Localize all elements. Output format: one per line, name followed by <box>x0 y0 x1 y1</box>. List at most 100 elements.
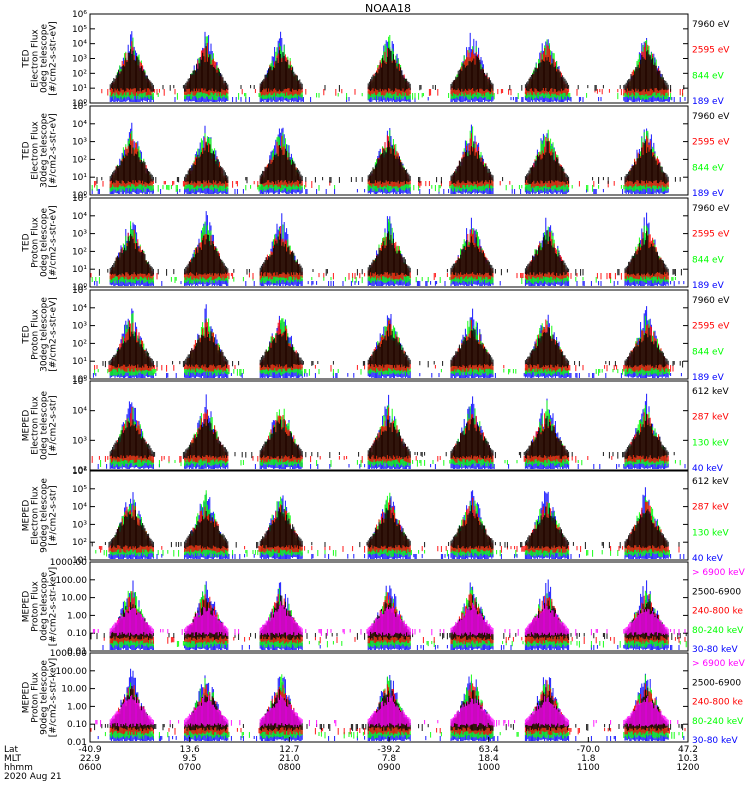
y-axis-label: MEPEDElectron Flux0deg telescope[#/cm2-s… <box>22 391 59 461</box>
y-tick-label: 10⁴ <box>72 304 87 314</box>
channel-legend-label: 189 eV <box>692 281 725 291</box>
channel-legend-label: 7960 eV <box>692 296 730 306</box>
channel-trace-black <box>109 46 685 92</box>
y-tick-label: 10.00 <box>61 685 87 695</box>
channel-legend-label: 2595 eV <box>692 46 730 56</box>
channel-trace-green <box>109 35 684 100</box>
y-axis-label-line: 30deg telescope <box>40 297 50 372</box>
y-axis-label-line: Proton Flux <box>31 672 41 723</box>
y-tick-label: 1.00 <box>67 611 87 621</box>
y-axis-label-line: TED <box>22 233 32 252</box>
channel-legend-label: 2500-6900 <box>692 587 741 597</box>
x-tick-label: 1200 <box>677 763 700 773</box>
y-axis-label: MEPEDElectron Flux90deg telescope[#/cm2-… <box>22 478 59 553</box>
y-axis-label-line: 0deg telescope <box>40 572 50 642</box>
channel-legend-label: 844 eV <box>692 255 725 265</box>
y-axis-label-line: 30deg telescope <box>40 113 50 188</box>
channel-legend-label: 7960 eV <box>692 204 730 214</box>
channel-legend-label: > 6900 keV <box>692 568 746 578</box>
y-axis-label-line: MEPED <box>22 591 32 623</box>
y-tick-label: 0.10 <box>67 629 87 639</box>
x-tick-label: 1000 <box>477 763 500 773</box>
channel-legend-label: 130 keV <box>692 438 729 448</box>
y-axis-label-line: [#/cm2-s-str-eV] <box>49 21 59 96</box>
x-tick-label: 0900 <box>378 763 401 773</box>
channel-trace-green <box>100 400 681 467</box>
y-tick-label: 10¹ <box>72 556 87 566</box>
x-tick-label: 10.3 <box>678 754 698 764</box>
y-tick-label: 10² <box>72 155 87 165</box>
x-tick-label: -39.2 <box>377 745 400 755</box>
y-axis-label: TEDProton Flux30deg telescope[#/cm2-s-st… <box>22 297 59 372</box>
y-axis-label-line: TED <box>22 325 32 344</box>
y-axis-label-line: TED <box>22 141 32 160</box>
y-axis-label-line: [#/cm2-s-str] <box>49 485 59 545</box>
channel-legend-label: 40 keV <box>692 554 724 564</box>
channel-legend-label: > 6900 keV <box>692 659 746 669</box>
y-tick-label: 10⁴ <box>72 120 87 130</box>
y-tick-label: 10⁶ <box>72 467 87 477</box>
x-axis-annotation: Lat -40.9 13.6 12.7 -39.2 63.4 -70.0 47.2 MLT 22.… <box>4 737 700 782</box>
chart-title: NOAA18 <box>365 2 411 15</box>
y-axis-label: MEPEDProton Flux90deg telescope[#/cm2-s-… <box>22 658 59 737</box>
x-tick-label: -40.9 <box>78 745 102 755</box>
x-row-label: MLT <box>4 754 22 764</box>
y-tick-label: 10³ <box>72 520 87 530</box>
y-tick-label: 10² <box>72 538 87 548</box>
channel-trace-black <box>91 505 680 549</box>
y-axis-label-line: Electron Flux <box>31 396 41 455</box>
channel-trace-red <box>90 680 686 735</box>
y-axis-label-line: Proton Flux <box>31 217 41 268</box>
x-tick-label: 18.4 <box>479 754 499 764</box>
panel-6: 10¹ 10² 10³ 10⁴ 10⁵ 10⁶ MEPEDElectron Flux90de… <box>22 467 730 566</box>
panel-7: 0.010.101.0010.00100.001000.00MEPEDProto… <box>22 558 746 657</box>
y-axis-label-line: [#/cm2-s-str-eV] <box>49 205 59 280</box>
channel-legend-label: 844 eV <box>692 163 725 173</box>
y-tick-label: 10⁴ <box>72 407 87 417</box>
y-tick-label: 100.00 <box>56 576 88 586</box>
x-tick-label: 0600 <box>79 763 102 773</box>
channel-legend-label: 844 eV <box>692 71 725 81</box>
channel-legend-label: 287 keV <box>692 503 729 513</box>
channel-legend-label: 80-240 keV <box>692 626 744 636</box>
y-axis-label-line: 0deg telescope <box>40 208 50 278</box>
y-tick-label: 10¹ <box>72 265 87 275</box>
y-tick-label: 10⁴ <box>72 40 87 50</box>
y-tick-label: 0.01 <box>67 738 87 748</box>
channel-legend-label: 40 keV <box>692 464 724 474</box>
y-tick-label: 10³ <box>72 138 87 148</box>
y-tick-label: 10⁶ <box>72 10 87 20</box>
y-tick-label: 0.10 <box>67 720 87 730</box>
y-tick-label: 10³ <box>72 55 87 65</box>
y-tick-label: 10² <box>72 69 87 79</box>
x-tick-label: 22.9 <box>80 754 100 764</box>
channel-legend-label: 80-240 keV <box>692 717 744 727</box>
channel-trace-black <box>109 413 675 459</box>
channel-trace-blue <box>94 211 685 286</box>
channel-trace-black <box>96 140 681 184</box>
channel-legend-label: 2500-6900 <box>692 678 741 688</box>
channel-trace-black <box>102 323 684 368</box>
y-tick-label: 10⁵ <box>72 25 87 35</box>
y-tick-label: 10³ <box>72 322 87 332</box>
y-axis-label-line: [#/cm2-s-str-eV] <box>49 113 59 188</box>
x-tick-label: -70.0 <box>577 745 601 755</box>
y-axis-label-line: Proton Flux <box>31 581 41 632</box>
panels-group: 10⁰ 10¹ 10² 10³ 10⁴ 10⁵ 10⁶ TED Electron Flux 0de… <box>22 10 746 748</box>
x-tick-label: 9.5 <box>183 754 197 764</box>
y-axis-label: TEDProton Flux0deg telescope[#/cm2-s-str… <box>22 205 59 280</box>
channel-legend-label: 2595 eV <box>692 322 730 332</box>
y-tick-label: 10⁰ <box>72 99 87 109</box>
panel-frame <box>89 561 689 652</box>
x-tick-label: 47.2 <box>678 745 698 755</box>
channel-legend-label: 2595 eV <box>692 230 730 240</box>
y-tick-label: 10⁵ <box>72 194 87 204</box>
channel-legend-label: 240-800 ke <box>692 607 743 617</box>
y-axis-label-line: 90deg telescope <box>40 660 50 735</box>
y-tick-label: 10³ <box>72 436 87 446</box>
panel-frame <box>89 197 689 288</box>
y-axis-label-line: Electron Flux <box>31 486 41 545</box>
y-tick-label: 10³ <box>72 230 87 240</box>
y-tick-label: 10.00 <box>61 594 87 604</box>
y-tick-label: 10¹ <box>72 173 87 183</box>
